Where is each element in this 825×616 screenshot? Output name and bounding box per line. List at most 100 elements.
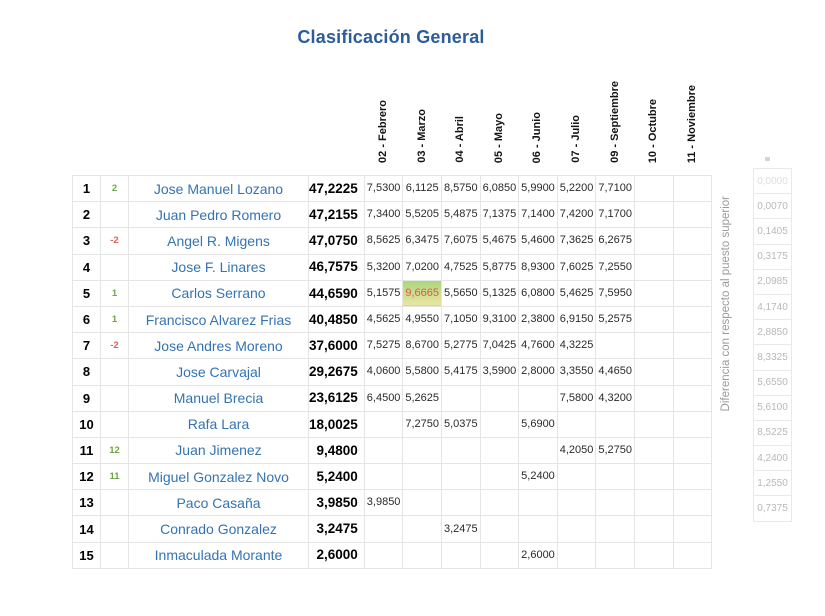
- month-score-cell[interactable]: 8,5625: [363, 227, 404, 255]
- month-score-cell[interactable]: [633, 384, 674, 412]
- month-score-cell[interactable]: [633, 332, 674, 360]
- movement-cell[interactable]: 1: [100, 305, 129, 334]
- month-score-cell[interactable]: [672, 515, 713, 543]
- month-score-cell[interactable]: [556, 541, 597, 569]
- diff-cell[interactable]: 0,0070: [753, 193, 792, 220]
- player-name-cell[interactable]: Francisco Alvarez Frias: [128, 305, 309, 334]
- month-score-cell[interactable]: [402, 541, 442, 569]
- month-score-cell[interactable]: 6,3475: [402, 227, 442, 255]
- month-score-cell[interactable]: 3,3550: [556, 358, 597, 386]
- month-score-cell[interactable]: 5,3200: [363, 253, 404, 281]
- rank-cell[interactable]: 13: [72, 489, 101, 517]
- total-score-cell[interactable]: 9,4800: [308, 436, 365, 465]
- month-score-cell[interactable]: [518, 515, 558, 543]
- month-score-cell[interactable]: [633, 227, 674, 255]
- player-name-cell[interactable]: Juan Jimenez: [128, 436, 309, 465]
- month-score-cell[interactable]: [633, 174, 674, 203]
- player-name-cell[interactable]: Carlos Serrano: [128, 279, 309, 307]
- player-name-cell[interactable]: Jose Andres Moreno: [128, 332, 309, 360]
- rank-cell[interactable]: 14: [72, 515, 101, 543]
- month-score-cell[interactable]: [633, 305, 674, 334]
- movement-cell[interactable]: [100, 489, 129, 517]
- month-score-cell[interactable]: 4,2050: [556, 436, 597, 465]
- total-score-cell[interactable]: 46,7575: [308, 253, 365, 281]
- month-score-cell[interactable]: 6,1125: [402, 174, 442, 203]
- movement-cell[interactable]: -2: [100, 227, 129, 255]
- month-score-cell[interactable]: 6,0800: [518, 279, 558, 307]
- month-score-cell[interactable]: [633, 201, 674, 229]
- month-score-cell[interactable]: 7,1375: [479, 201, 520, 229]
- month-score-cell[interactable]: [595, 515, 635, 543]
- month-score-cell[interactable]: 5,6900: [518, 410, 558, 438]
- rank-cell[interactable]: 9: [72, 384, 101, 412]
- player-name-cell[interactable]: Angel R. Migens: [128, 227, 309, 255]
- month-score-cell[interactable]: [518, 384, 558, 412]
- month-score-cell[interactable]: 4,3225: [556, 332, 597, 360]
- month-score-cell[interactable]: 7,5800: [556, 384, 597, 412]
- month-score-cell[interactable]: 2,8000: [518, 358, 558, 386]
- total-score-cell[interactable]: 3,9850: [308, 489, 365, 517]
- player-name-cell[interactable]: Conrado Gonzalez: [128, 515, 309, 543]
- month-score-cell[interactable]: [402, 436, 442, 465]
- total-score-cell[interactable]: 47,2155: [308, 201, 365, 229]
- month-score-cell[interactable]: [402, 489, 442, 517]
- diff-cell[interactable]: 0,1405: [753, 218, 792, 245]
- month-score-cell[interactable]: [479, 384, 520, 412]
- diff-cell[interactable]: 5,6550: [753, 369, 792, 396]
- month-score-cell[interactable]: [441, 541, 481, 569]
- rank-cell[interactable]: 11: [72, 436, 101, 465]
- month-score-cell[interactable]: [556, 515, 597, 543]
- month-score-cell[interactable]: [672, 253, 713, 281]
- month-score-cell[interactable]: 5,2200: [556, 174, 597, 203]
- month-score-cell[interactable]: [595, 489, 635, 517]
- month-score-cell[interactable]: [672, 174, 713, 203]
- month-score-cell[interactable]: 7,6075: [441, 227, 481, 255]
- month-score-cell[interactable]: 4,7600: [518, 332, 558, 360]
- month-score-cell[interactable]: 4,9550: [402, 305, 442, 334]
- month-score-cell[interactable]: [363, 463, 404, 491]
- month-score-cell[interactable]: 5,4675: [479, 227, 520, 255]
- month-score-cell[interactable]: [672, 489, 713, 517]
- movement-cell[interactable]: [100, 358, 129, 386]
- rank-cell[interactable]: 4: [72, 253, 101, 281]
- month-score-cell[interactable]: 7,5300: [363, 174, 404, 203]
- month-score-cell[interactable]: [595, 463, 635, 491]
- movement-cell[interactable]: -2: [100, 332, 129, 360]
- month-score-cell[interactable]: 3,9850: [363, 489, 404, 517]
- month-score-cell[interactable]: 6,9150: [556, 305, 597, 334]
- month-score-cell[interactable]: [518, 436, 558, 465]
- month-score-cell[interactable]: 5,2400: [518, 463, 558, 491]
- month-score-cell[interactable]: [672, 201, 713, 229]
- movement-cell[interactable]: [100, 253, 129, 281]
- player-name-cell[interactable]: Paco Casaña: [128, 489, 309, 517]
- month-score-cell[interactable]: 2,3800: [518, 305, 558, 334]
- month-score-cell[interactable]: 8,5750: [441, 174, 481, 203]
- month-score-cell[interactable]: 7,7100: [595, 174, 635, 203]
- rank-cell[interactable]: 8: [72, 358, 101, 386]
- rank-cell[interactable]: 7: [72, 332, 101, 360]
- diff-cell[interactable]: 8,5225: [753, 419, 792, 447]
- month-score-cell[interactable]: 3,5900: [479, 358, 520, 386]
- diff-cell[interactable]: 0,7375: [753, 495, 792, 522]
- month-score-cell[interactable]: [633, 410, 674, 438]
- month-score-cell[interactable]: 5,2625: [402, 384, 442, 412]
- month-score-cell[interactable]: [672, 463, 713, 491]
- month-score-cell[interactable]: 7,3400: [363, 201, 404, 229]
- month-score-cell[interactable]: [363, 410, 404, 438]
- month-score-cell[interactable]: [479, 541, 520, 569]
- movement-cell[interactable]: [100, 541, 129, 569]
- movement-cell[interactable]: 2: [100, 174, 129, 203]
- month-score-cell[interactable]: [441, 384, 481, 412]
- diff-cell[interactable]: 0,0000: [753, 168, 792, 195]
- month-score-cell[interactable]: [479, 436, 520, 465]
- total-score-cell[interactable]: 2,6000: [308, 541, 365, 569]
- month-score-cell[interactable]: [672, 410, 713, 438]
- month-score-cell[interactable]: [402, 515, 442, 543]
- month-score-cell[interactable]: [633, 463, 674, 491]
- player-name-cell[interactable]: Manuel Brecia: [128, 384, 309, 412]
- month-score-cell[interactable]: 6,4500: [363, 384, 404, 412]
- month-score-cell[interactable]: 7,2750: [402, 410, 442, 438]
- month-score-cell[interactable]: [479, 410, 520, 438]
- total-score-cell[interactable]: 5,2400: [308, 463, 365, 491]
- month-score-cell[interactable]: [672, 384, 713, 412]
